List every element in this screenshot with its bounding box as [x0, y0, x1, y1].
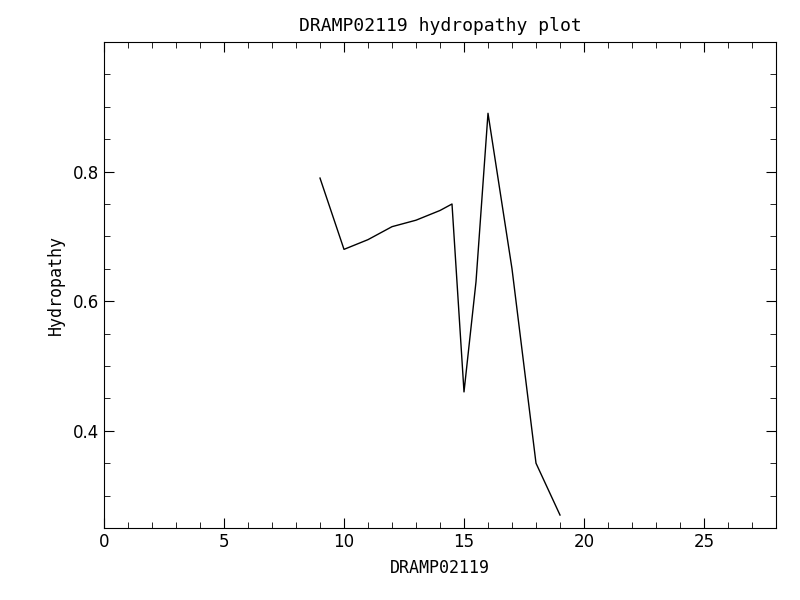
- X-axis label: DRAMP02119: DRAMP02119: [390, 559, 490, 577]
- Title: DRAMP02119 hydropathy plot: DRAMP02119 hydropathy plot: [298, 17, 582, 35]
- Y-axis label: Hydropathy: Hydropathy: [46, 235, 65, 335]
